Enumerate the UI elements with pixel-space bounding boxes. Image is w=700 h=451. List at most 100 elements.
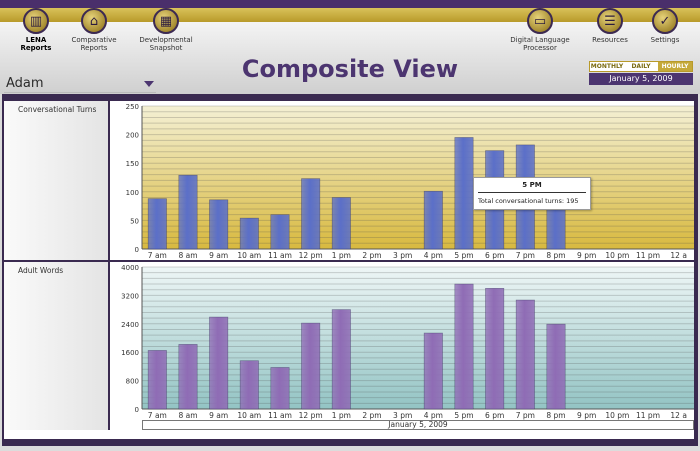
period-tabs: MONTHLY DAILY HOURLY — [589, 61, 693, 72]
x-tick-label: 5 pm — [454, 411, 473, 420]
nav-lena-reports[interactable]: ▥ LENA Reports — [0, 8, 76, 52]
y-tick-label: 0 — [135, 246, 139, 254]
user-select[interactable]: Adam — [6, 76, 44, 91]
y-tick-label: 50 — [130, 217, 139, 225]
x-tick-label: 12 a — [670, 411, 687, 420]
x-tick-label: 9 pm — [577, 251, 596, 260]
nav-digital-language-processor[interactable]: ▭ Digital Language Processor — [500, 8, 580, 52]
bar[interactable] — [239, 217, 259, 250]
bar[interactable] — [423, 190, 443, 250]
bar[interactable] — [147, 198, 167, 250]
date-display: January 5, 2009 — [589, 73, 693, 85]
x-tick-label: 8 am — [178, 251, 197, 260]
bar[interactable] — [331, 197, 351, 250]
user-select-underline — [4, 92, 156, 93]
x-tick-label: 10 am — [237, 251, 261, 260]
bar[interactable] — [209, 199, 229, 250]
nav-comparative-reports[interactable]: ⌂ Comparative Reports — [54, 8, 134, 52]
bar[interactable] — [454, 283, 474, 410]
compare-icon: ⌂ — [81, 8, 107, 34]
bar[interactable] — [546, 323, 566, 410]
x-tick-label: 2 pm — [362, 251, 381, 260]
y-tick-label: 1600 — [121, 349, 139, 357]
x-tick-label: 12 pm — [299, 251, 323, 260]
bar[interactable] — [239, 360, 259, 410]
x-tick-label: 7 pm — [516, 251, 535, 260]
y-tick-label: 100 — [126, 189, 139, 197]
bar[interactable] — [485, 287, 505, 410]
y-tick-label: 800 — [126, 378, 139, 386]
bar[interactable] — [209, 316, 229, 410]
bar[interactable] — [270, 214, 290, 250]
bar[interactable] — [178, 344, 198, 410]
y-tick-label: 150 — [126, 160, 139, 168]
bar[interactable] — [301, 178, 321, 250]
x-tick-label: 11 am — [268, 251, 292, 260]
x-tick-label: 8 pm — [546, 411, 565, 420]
bar[interactable] — [515, 299, 535, 410]
nav-label: Resources — [592, 36, 628, 44]
adult-words-chart: 0 800 1600 2400 3200 4000 7 am 8 am 9 am 10 am 11 … — [121, 264, 694, 420]
tooltip-separator — [478, 192, 586, 193]
date-axis-label: January 5, 2009 — [142, 420, 694, 430]
bar[interactable] — [331, 309, 351, 410]
x-tick-label: 12 a — [670, 251, 687, 260]
nav-label: LENA Reports — [20, 36, 52, 52]
y-tick-label: 3200 — [121, 292, 139, 300]
bar[interactable] — [270, 367, 290, 410]
x-tick-label: 11 pm — [636, 411, 660, 420]
lena-icon: ▥ — [23, 8, 49, 34]
check-icon: ✓ — [652, 8, 678, 34]
row-divider — [4, 260, 694, 262]
x-tick-label: 4 pm — [424, 411, 443, 420]
x-tick-label: 7 am — [148, 411, 167, 420]
nav-label: Settings — [650, 36, 680, 44]
y-tick-label: 200 — [126, 132, 139, 140]
page-title: Composite View — [241, 55, 459, 83]
device-icon: ▭ — [527, 8, 553, 34]
x-tick-label: 12 pm — [299, 411, 323, 420]
x-tick-label: 11 am — [268, 411, 292, 420]
chevron-down-icon[interactable] — [144, 81, 154, 87]
x-tick-label: 1 pm — [332, 411, 351, 420]
x-tick-label: 10 pm — [605, 251, 629, 260]
x-tick-label: 3 pm — [393, 251, 412, 260]
y-tick-label: 0 — [135, 406, 139, 414]
nav-label: Developmental Snapshot — [139, 36, 193, 52]
x-tick-label: 7 pm — [516, 411, 535, 420]
x-tick-label: 6 pm — [485, 251, 504, 260]
x-tick-label: 3 pm — [393, 411, 412, 420]
bar[interactable] — [423, 332, 443, 410]
tab-hourly[interactable]: HOURLY — [658, 62, 692, 71]
bar[interactable] — [454, 137, 474, 250]
x-tick-label: 7 am — [148, 251, 167, 260]
x-tick-label: 10 am — [237, 411, 261, 420]
conversational-turns-chart: 0 50 100 150 200 250 7 am 8 am 9 am 10 am 11 am 12 … — [126, 103, 694, 260]
plot-background — [142, 267, 694, 409]
bar[interactable] — [147, 350, 167, 410]
row-label-adult-words: Adult Words — [4, 262, 110, 430]
x-tick-label: 8 am — [178, 411, 197, 420]
y-tick-label: 4000 — [121, 264, 139, 272]
x-tick-label: 8 pm — [546, 251, 565, 260]
nav-label: Digital Language Processor — [510, 36, 570, 52]
x-tick-label: 9 am — [209, 251, 228, 260]
bar[interactable] — [301, 322, 321, 410]
nav-developmental-snapshot[interactable]: ▦ Developmental Snapshot — [126, 8, 206, 52]
grid-icon: ▦ — [153, 8, 179, 34]
tooltip-body: Total conversational turns: 195 — [478, 197, 579, 205]
top-border — [0, 0, 700, 8]
nav-background — [0, 22, 700, 94]
tab-monthly[interactable]: MONTHLY — [590, 63, 624, 70]
tooltip-title: 5 PM — [522, 181, 542, 189]
nav-resources[interactable]: ☰ Resources — [570, 8, 650, 44]
x-tick-label: 9 am — [209, 411, 228, 420]
tab-daily[interactable]: DAILY — [631, 63, 651, 70]
bar[interactable] — [178, 174, 198, 250]
x-tick-label: 10 pm — [605, 411, 629, 420]
resources-icon: ☰ — [597, 8, 623, 34]
x-tick-label: 1 pm — [332, 251, 351, 260]
nav-label: Comparative Reports — [71, 36, 117, 52]
nav-settings[interactable]: ✓ Settings — [625, 8, 700, 44]
x-tick-label: 4 pm — [424, 251, 443, 260]
